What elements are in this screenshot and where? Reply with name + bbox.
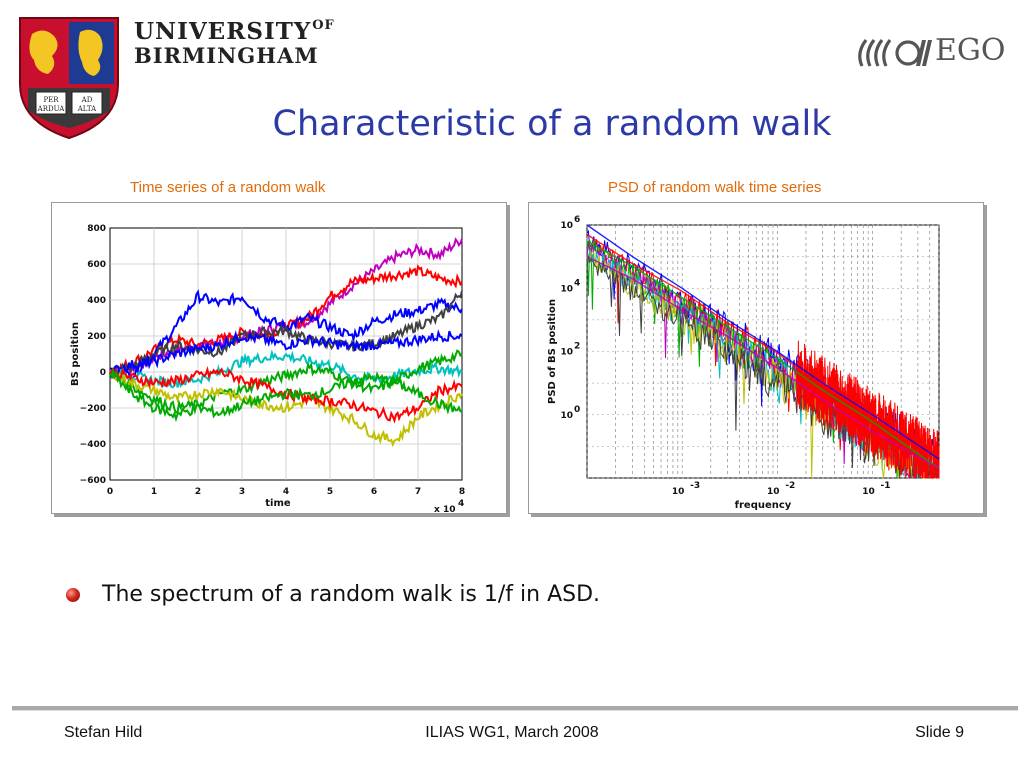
bullet-text: The spectrum of a random walk is 1/f in … xyxy=(102,582,601,607)
series-line-2 xyxy=(109,289,463,382)
series-line-7 xyxy=(109,368,463,448)
x-tick-label: 4 xyxy=(283,487,289,497)
y-tick-label: 600 xyxy=(87,260,106,270)
motto-ad: AD xyxy=(81,96,93,104)
psd-chart-panel: 10 -3 10 -2 10 -1 10 6 10 4 10 2 10 0 frequency PSD of … xyxy=(528,202,984,514)
x-tick-label: 7 xyxy=(415,487,421,497)
left-chart-title: Time series of a random walk xyxy=(130,179,326,196)
ego-label: EGO xyxy=(935,33,1006,68)
y-tick-exponent: 4 xyxy=(574,278,580,288)
bullet-item: The spectrum of a random walk is 1/f in … xyxy=(66,582,600,607)
y-tick-exponent: 6 xyxy=(574,215,580,225)
y-tick-label: 10 xyxy=(560,411,573,421)
series-line-3 xyxy=(109,290,463,377)
x-tick-label: 2 xyxy=(195,487,201,497)
x-tick-label: 10 xyxy=(862,487,875,497)
right-chart-title: PSD of random walk time series xyxy=(608,179,822,196)
x-tick-label: 1 xyxy=(151,487,157,497)
footer-divider xyxy=(12,706,1018,711)
x-tick-exponent: -2 xyxy=(785,481,795,491)
y-tick-label: 200 xyxy=(87,332,106,342)
y-tick-label: 10 xyxy=(560,221,573,231)
series-line-6 xyxy=(109,349,463,414)
time-series-chart: 0 1 2 3 4 5 6 7 8 800 600 400 200 0 −200 −400 −600 time BS… xyxy=(70,224,465,513)
y-tick-exponent: 0 xyxy=(574,405,580,415)
university-word: UNIVERSITY xyxy=(134,18,312,45)
y-axis-label: PSD of BS position xyxy=(547,299,558,404)
psd-series-line-1 xyxy=(586,233,940,464)
x-tick-label: 0 xyxy=(107,487,113,497)
x-axis-label: time xyxy=(265,498,291,509)
x-tick-label: 3 xyxy=(239,487,245,497)
motto-ardua: ARDUA xyxy=(37,105,66,113)
university-of: OF xyxy=(312,18,335,33)
psd-red-band xyxy=(795,340,940,480)
y-tick-label: −600 xyxy=(80,476,106,486)
x-tick-label: 5 xyxy=(327,487,333,497)
y-tick-label: 400 xyxy=(87,296,106,306)
x-multiplier-exponent: 4 xyxy=(458,499,464,509)
x-multiplier-label: x 10 xyxy=(434,505,455,513)
footer-event: ILIAS WG1, March 2008 xyxy=(425,724,599,741)
x-tick-exponent: -1 xyxy=(880,481,890,491)
series-line-8 xyxy=(109,365,463,424)
motto-per: PER xyxy=(43,96,59,104)
x-tick-exponent: -3 xyxy=(690,481,700,491)
slide-title: Characteristic of a random walk xyxy=(272,104,832,144)
bullet-icon xyxy=(66,587,80,602)
psd-series-line-0 xyxy=(586,224,940,460)
x-axis-label: frequency xyxy=(735,500,792,511)
y-tick-label: 10 xyxy=(560,284,573,294)
series-line-9 xyxy=(109,367,463,423)
time-series-chart-panel: 0 1 2 3 4 5 6 7 8 800 600 400 200 0 −200 −400 −600 time BS… xyxy=(51,202,507,514)
psd-series-line-2 xyxy=(586,240,940,470)
series-line-4 xyxy=(109,329,463,380)
x-tick-label: 8 xyxy=(459,487,465,497)
y-tick-label: 10 xyxy=(560,348,573,358)
ego-logo-icon xyxy=(858,39,932,67)
y-tick-label: −400 xyxy=(80,440,106,450)
x-tick-label: 6 xyxy=(371,487,377,497)
footer-author: Stefan Hild xyxy=(64,724,143,741)
y-tick-exponent: 2 xyxy=(574,342,580,352)
university-crest-icon: PER AD ARDUA ALTA xyxy=(19,17,119,140)
y-tick-label: 0 xyxy=(100,368,106,378)
university-line-1: UNIVERSITYOF xyxy=(134,18,335,45)
y-tick-label: −200 xyxy=(80,404,106,414)
university-line-2: BIRMINGHAM xyxy=(134,43,319,68)
psd-series-line-3 xyxy=(586,255,940,470)
y-axis-label: BS position xyxy=(70,322,81,386)
x-tick-label: 10 xyxy=(672,487,685,497)
y-tick-label: 800 xyxy=(87,224,106,234)
x-tick-label: 10 xyxy=(767,487,780,497)
university-wordmark: UNIVERSITYOF BIRMINGHAM xyxy=(134,18,335,68)
footer-slide-number: Slide 9 xyxy=(915,724,964,741)
motto-alta: ALTA xyxy=(77,105,97,113)
